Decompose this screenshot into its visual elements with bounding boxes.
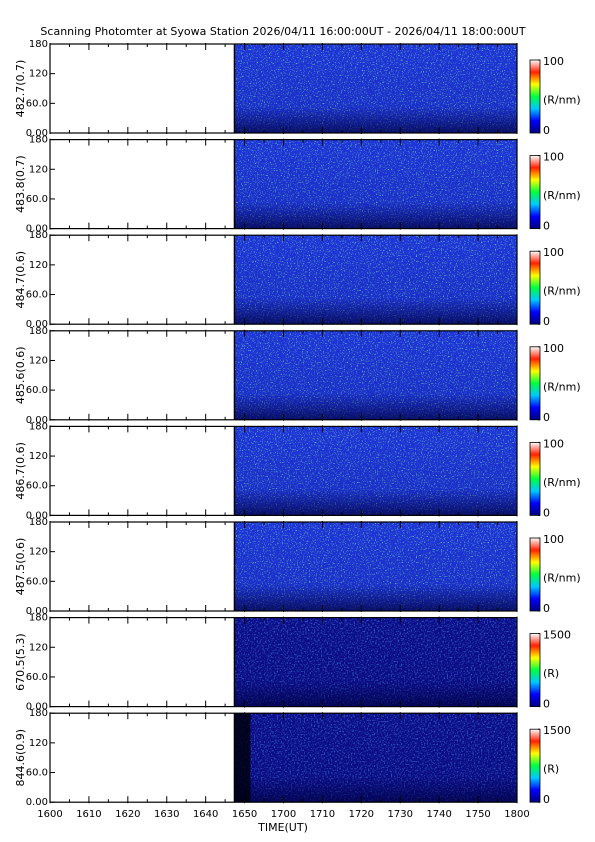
y-tick-label: 180: [29, 135, 48, 146]
y-tick-label: 120: [29, 738, 48, 749]
y-tick-label: 0.00: [26, 510, 48, 521]
y-tick-label: 0.00: [26, 319, 48, 330]
y-tick-label: 0.00: [26, 128, 48, 139]
y-axis-label: 844.6(0.9): [14, 729, 27, 787]
y-tick-label: 120: [29, 451, 48, 462]
x-tick-label: 1710: [310, 809, 335, 820]
colorbar: [529, 728, 541, 803]
colorbar: [529, 633, 541, 707]
colorbar-label: (R): [543, 667, 559, 680]
x-tick-label: 1730: [388, 809, 413, 820]
y-tick-label: 60.0: [26, 768, 48, 779]
x-tick-label: 1700: [271, 809, 296, 820]
colorbar: [529, 537, 541, 612]
y-tick-label: 120: [29, 355, 48, 366]
colorbar-tick-label: 0: [543, 220, 550, 233]
y-axis-label: 482.7(0.7): [14, 60, 27, 118]
colorbar-tick-label: 0: [543, 411, 550, 424]
y-tick-label: 120: [29, 164, 48, 175]
y-tick-label: 180: [29, 39, 48, 50]
y-axis-label: 486.7(0.6): [14, 442, 27, 500]
heatmap-shade: [234, 139, 517, 229]
x-tick-label: 1620: [115, 809, 140, 820]
colorbar-label: (R/nm): [543, 380, 581, 393]
y-axis-label: 670.5(5.3): [14, 633, 27, 691]
x-tick-label: 1800: [504, 809, 529, 820]
y-tick-label: 180: [29, 230, 48, 241]
y-axis-label: 484.7(0.6): [14, 251, 27, 309]
y-tick-label: 0.00: [26, 415, 48, 426]
colorbar-label: (R/nm): [543, 94, 581, 107]
chart-title: Scanning Photomter at Syowa Station 2026…: [40, 25, 525, 38]
y-tick-label: 60.0: [26, 576, 48, 587]
colorbar-label: (R/nm): [543, 476, 581, 489]
x-tick-label: 1630: [154, 809, 179, 820]
y-tick-label: 180: [29, 517, 48, 528]
colorbar-tick-label: 0: [543, 793, 550, 806]
y-tick-label: 60.0: [26, 672, 48, 683]
colorbar: [529, 155, 541, 230]
colorbar: [529, 441, 541, 516]
y-tick-label: 180: [29, 708, 48, 719]
y-tick-label: 0.00: [26, 797, 48, 808]
x-tick-label: 1600: [37, 809, 62, 820]
y-axis-label: 487.5(0.6): [14, 538, 27, 596]
x-axis-label: TIME(UT): [257, 821, 308, 834]
heatmap-shade: [234, 426, 517, 516]
colorbar-label: (R/nm): [543, 572, 581, 585]
x-tick-label: 1720: [349, 809, 374, 820]
colorbar-tick-label: 0: [543, 124, 550, 137]
colorbar-tick-label: 1500: [543, 629, 571, 642]
y-tick-label: 0.00: [26, 606, 48, 617]
colorbar: [529, 250, 541, 325]
colorbar-tick-label: 100: [543, 55, 564, 68]
y-tick-label: 120: [29, 69, 48, 80]
x-tick-label: 1750: [465, 809, 490, 820]
x-tick-label: 1640: [193, 809, 218, 820]
x-tick-label: 1650: [232, 809, 257, 820]
y-tick-label: 0.00: [26, 224, 48, 235]
colorbar-tick-label: 0: [543, 698, 550, 711]
y-tick-label: 180: [29, 326, 48, 337]
colorbar-tick-label: 100: [543, 437, 564, 450]
colorbar-tick-label: 100: [543, 151, 564, 164]
y-tick-label: 0.00: [26, 702, 48, 713]
x-tick-label: 1740: [426, 809, 451, 820]
heatmap-shade: [234, 617, 517, 707]
colorbar-tick-label: 100: [543, 246, 564, 259]
colorbar-tick-label: 100: [543, 342, 564, 355]
colorbar: [529, 59, 541, 134]
heatmap-dark: [234, 713, 251, 803]
heatmap-shade: [234, 713, 517, 803]
colorbar-label: (R/nm): [543, 285, 581, 298]
y-tick-label: 120: [29, 260, 48, 271]
y-tick-label: 60.0: [26, 194, 48, 205]
colorbar-label: (R/nm): [543, 189, 581, 202]
heatmap-shade: [234, 330, 517, 420]
y-tick-label: 60.0: [26, 98, 48, 109]
y-tick-label: 180: [29, 613, 48, 624]
x-tick-label: 1610: [76, 809, 101, 820]
y-axis-label: 485.6(0.6): [14, 347, 27, 405]
y-axis-label: 483.8(0.7): [14, 155, 27, 213]
colorbar-tick-label: 100: [543, 533, 564, 546]
colorbar-label: (R): [543, 763, 559, 776]
y-tick-label: 60.0: [26, 290, 48, 301]
y-tick-label: 60.0: [26, 385, 48, 396]
colorbar: [529, 346, 541, 421]
y-tick-label: 60.0: [26, 481, 48, 492]
heatmap-shade: [234, 522, 517, 611]
colorbar-tick-label: 0: [543, 602, 550, 615]
heatmap-shade: [234, 44, 517, 133]
colorbar-tick-label: 1500: [543, 724, 571, 737]
colorbar-tick-label: 0: [543, 315, 550, 328]
y-tick-label: 180: [29, 421, 48, 432]
y-tick-label: 120: [29, 642, 48, 653]
colorbar-tick-label: 0: [543, 506, 550, 519]
y-tick-label: 120: [29, 547, 48, 558]
heatmap-shade: [234, 235, 517, 325]
